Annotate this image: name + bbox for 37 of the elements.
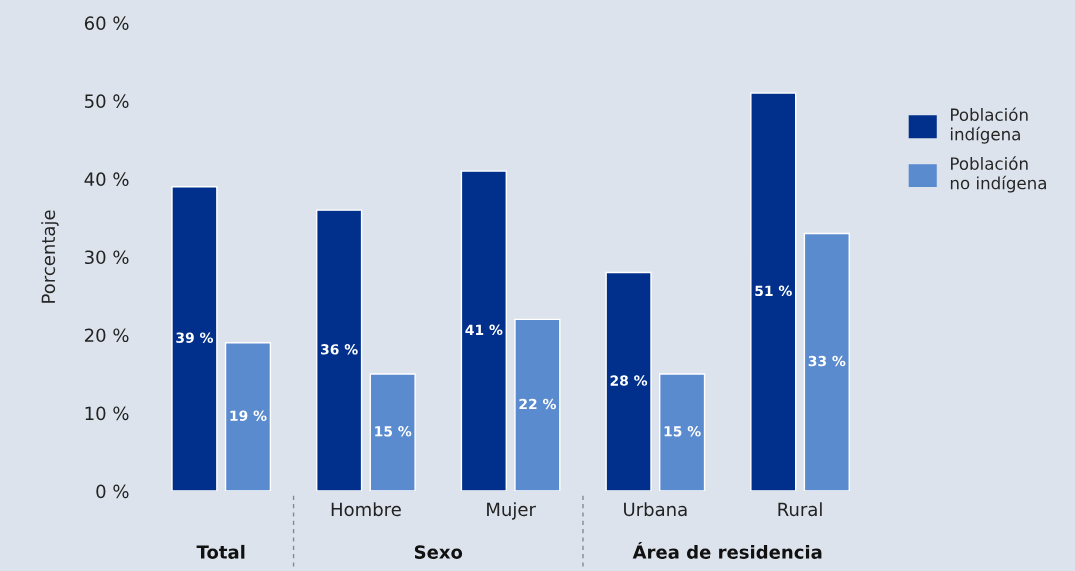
data-label: 15 % <box>375 426 412 437</box>
x-tick-label: Mujer <box>487 502 536 520</box>
data-label: 15 % <box>664 426 701 437</box>
x-tick-label: Hombre <box>331 502 401 517</box>
bar <box>658 373 706 492</box>
bar <box>171 186 218 492</box>
y-tick-label: 60 % <box>84 16 129 30</box>
y-tick-label: 50 % <box>85 94 129 108</box>
bar <box>460 170 507 492</box>
bar <box>369 373 416 492</box>
data-label: 28 % <box>610 375 648 386</box>
data-label: 41 % <box>465 324 503 336</box>
text: Total <box>196 544 245 559</box>
bar <box>605 271 652 492</box>
legend-label: Población no indígena <box>950 156 1046 193</box>
legend-label: Población indígena <box>950 107 1028 144</box>
text: Sexo <box>414 545 463 559</box>
y-tick-label: 40 % <box>84 172 129 187</box>
bar <box>514 318 561 492</box>
text: Área de residencia <box>632 541 822 559</box>
y-tick-label: 0 % <box>96 484 129 499</box>
data-label: 22 % <box>519 398 556 410</box>
data-label: 33 % <box>808 355 846 367</box>
y-tick-label: 30 % <box>85 250 129 265</box>
data-label: 39 % <box>176 332 214 343</box>
bar <box>224 342 272 492</box>
y-tick-label: 20 % <box>84 328 129 343</box>
data-label: 51 % <box>755 285 792 297</box>
y-tick-label: 10 % <box>85 406 129 421</box>
bar <box>750 92 797 492</box>
bar <box>803 232 850 492</box>
data-label: 36 % <box>321 344 358 355</box>
x-tick-label: Urbana <box>624 502 687 517</box>
data-label: 19 % <box>230 410 267 421</box>
y-axis-title: Porcentaje <box>41 210 59 303</box>
x-tick-label: Rural <box>778 502 822 517</box>
bar <box>316 209 363 492</box>
